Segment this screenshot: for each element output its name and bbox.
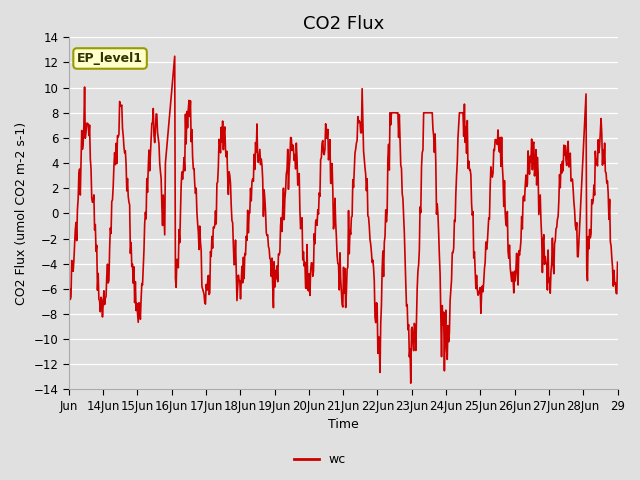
- Title: CO2 Flux: CO2 Flux: [303, 15, 384, 33]
- Legend: wc: wc: [289, 448, 351, 471]
- Text: EP_level1: EP_level1: [77, 52, 143, 65]
- X-axis label: Time: Time: [328, 419, 358, 432]
- Y-axis label: CO2 Flux (umol CO2 m-2 s-1): CO2 Flux (umol CO2 m-2 s-1): [15, 122, 28, 305]
